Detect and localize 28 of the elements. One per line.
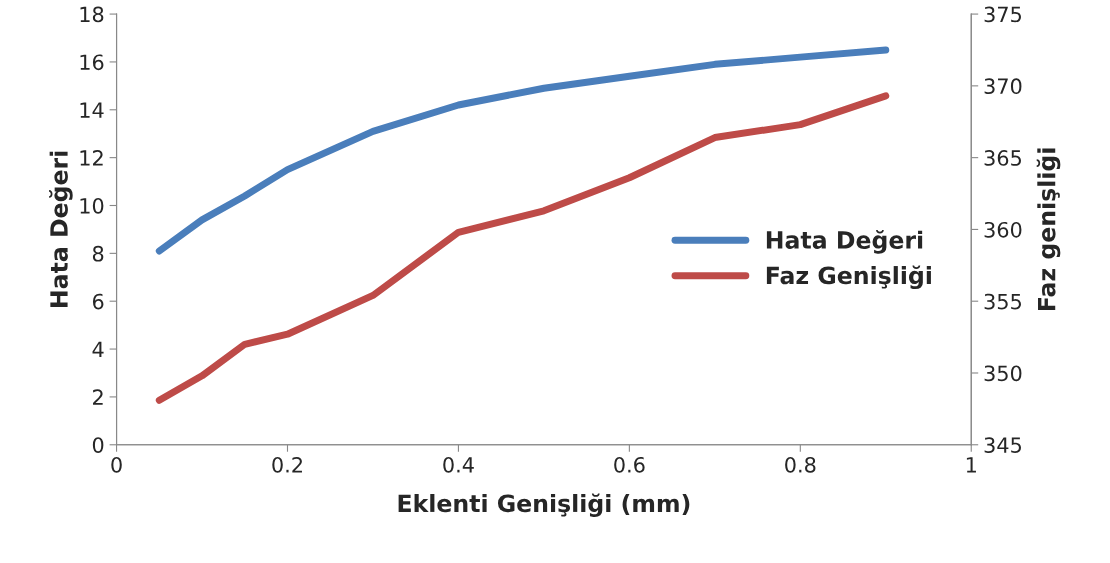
- x-tick-label: 0.2: [272, 456, 302, 473]
- y2-tick-label: 375: [984, 6, 1021, 23]
- y-tick-label: 10: [80, 197, 104, 214]
- y-tick-label: 16: [80, 54, 104, 71]
- y-tick-label: 18: [80, 6, 104, 23]
- y-tick-label: 2: [93, 389, 103, 405]
- y-tick-label: 14: [80, 102, 104, 118]
- y-axis-title: Hata Değeri: [49, 151, 73, 307]
- y2-tick-label: 360: [984, 221, 1022, 238]
- x-tick-label: 0.6: [614, 456, 645, 473]
- y2-tick-label: 350: [984, 365, 1022, 382]
- y-tick-label: 0: [92, 437, 104, 453]
- y2-axis-title: Faz genişliği: [1036, 148, 1061, 311]
- y2-tick-label: 365: [984, 150, 1021, 166]
- y-tick-label: 12: [80, 150, 103, 166]
- x-tick-label: 0.8: [785, 456, 816, 473]
- x-tick-label: 0.4: [443, 456, 474, 473]
- x-tick-label: 1: [966, 457, 976, 473]
- x-axis-title: Eklenti Genişliği (mm): [398, 493, 690, 518]
- y2-tick-label: 370: [984, 78, 1022, 95]
- legend-label: Faz Genişliği: [766, 265, 931, 290]
- y-tick-label: 6: [92, 293, 104, 310]
- x-tick-label: 0: [111, 456, 122, 473]
- y-tick-label: 8: [92, 245, 104, 262]
- y-tick-label: 4: [92, 341, 104, 357]
- y2-tick-label: 345: [984, 437, 1021, 453]
- y2-tick-label: 355: [984, 293, 1021, 310]
- legend-label: Hata Değeri: [766, 230, 923, 254]
